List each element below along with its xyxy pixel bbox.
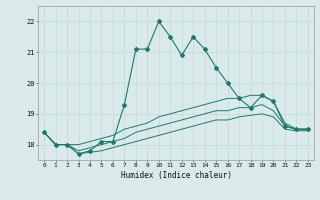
X-axis label: Humidex (Indice chaleur): Humidex (Indice chaleur): [121, 171, 231, 180]
